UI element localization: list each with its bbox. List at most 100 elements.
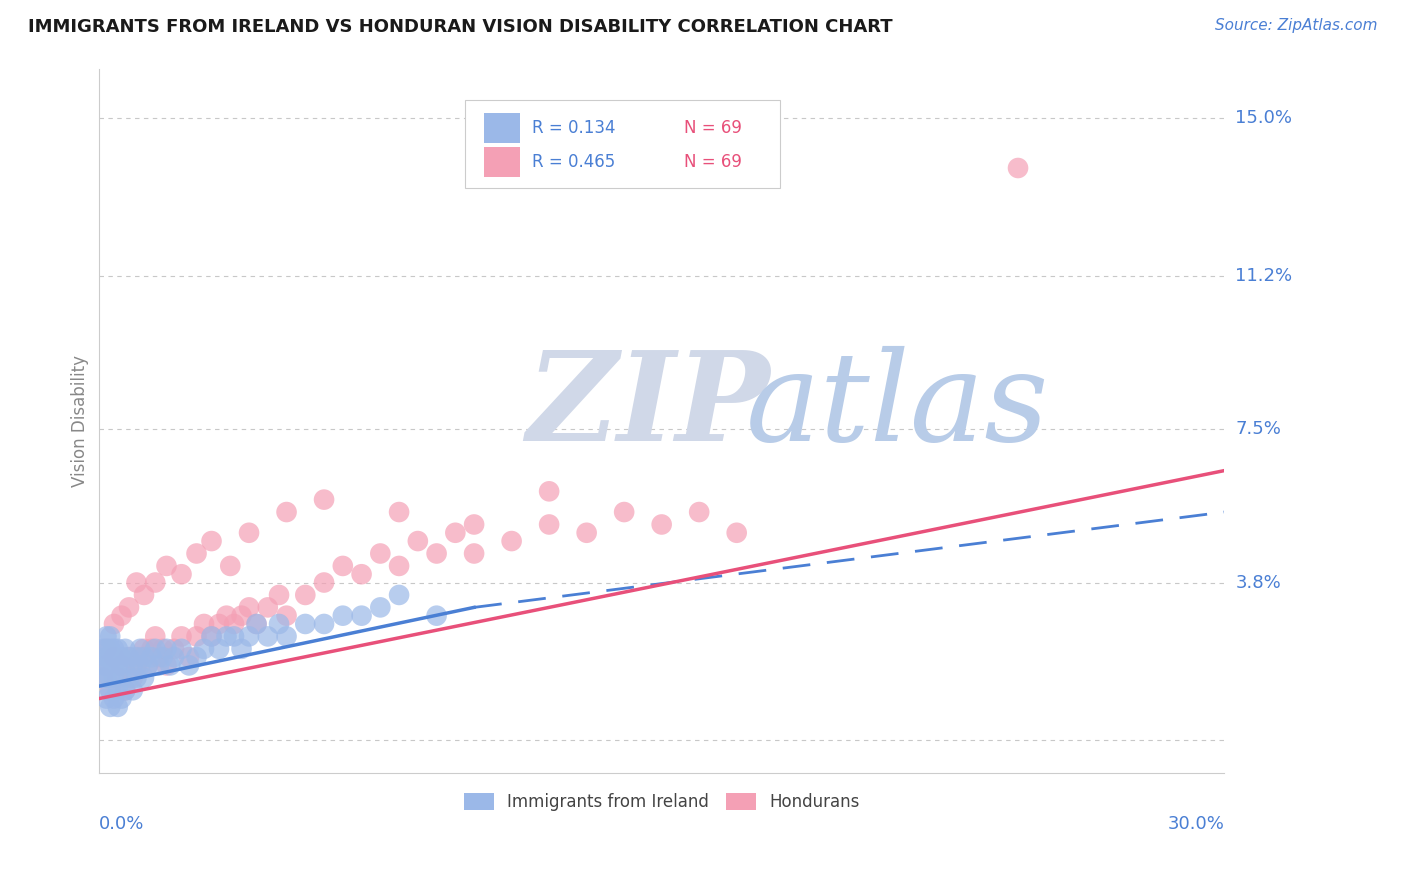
Point [118, 671, 141, 685]
Point [114, 683, 136, 698]
Point [107, 641, 129, 656]
Point [98, 683, 121, 698]
Point [312, 617, 335, 632]
Text: atlas: atlas [747, 346, 1049, 467]
Point [155, 641, 177, 656]
Point [163, 650, 186, 665]
Point [98, 671, 121, 685]
Point [538, 517, 561, 532]
Point [96, 641, 118, 656]
Point [170, 641, 193, 656]
Text: ZIP: ZIP [527, 346, 770, 467]
Point [121, 671, 143, 685]
FancyBboxPatch shape [484, 147, 520, 177]
Legend: Immigrants from Ireland, Hondurans: Immigrants from Ireland, Hondurans [457, 786, 866, 818]
Point [121, 683, 143, 698]
Text: R = 0.134: R = 0.134 [533, 119, 616, 137]
Point [463, 547, 485, 561]
Point [114, 641, 136, 656]
Point [170, 629, 193, 643]
Point [98, 641, 121, 656]
Point [98, 658, 121, 673]
Point [444, 525, 467, 540]
Point [96, 650, 118, 665]
Point [215, 629, 238, 643]
Point [222, 629, 245, 643]
Point [103, 641, 125, 656]
Point [245, 617, 267, 632]
Point [114, 683, 136, 698]
Point [1007, 161, 1029, 175]
Point [200, 629, 222, 643]
Point [96, 629, 118, 643]
Point [215, 608, 238, 623]
Point [114, 658, 136, 673]
Point [98, 683, 121, 698]
Point [132, 671, 155, 685]
Point [163, 641, 186, 656]
Point [118, 650, 141, 665]
Point [143, 641, 166, 656]
Point [200, 629, 222, 643]
Point [132, 650, 155, 665]
Point [231, 641, 253, 656]
Point [294, 588, 316, 602]
Point [98, 699, 121, 714]
Point [155, 658, 177, 673]
Text: 3.8%: 3.8% [1236, 574, 1281, 591]
Point [132, 641, 155, 656]
Point [276, 629, 298, 643]
Point [118, 650, 141, 665]
Point [267, 617, 290, 632]
Point [231, 608, 253, 623]
Point [125, 650, 148, 665]
Point [110, 658, 132, 673]
Point [91, 658, 114, 673]
Point [96, 641, 118, 656]
Point [125, 671, 148, 685]
Point [294, 617, 316, 632]
Point [256, 600, 278, 615]
Point [170, 567, 193, 582]
Point [276, 608, 298, 623]
Point [238, 629, 260, 643]
Point [125, 575, 148, 590]
Point [96, 658, 118, 673]
Text: IMMIGRANTS FROM IRELAND VS HONDURAN VISION DISABILITY CORRELATION CHART: IMMIGRANTS FROM IRELAND VS HONDURAN VISI… [28, 18, 893, 36]
Point [688, 505, 710, 519]
Point [350, 608, 373, 623]
Point [238, 600, 260, 615]
Point [136, 658, 159, 673]
Point [426, 608, 449, 623]
Point [107, 683, 129, 698]
Point [426, 547, 449, 561]
Point [267, 588, 290, 602]
Point [388, 558, 411, 573]
Point [276, 505, 298, 519]
Point [186, 629, 208, 643]
Text: 15.0%: 15.0% [1236, 109, 1292, 128]
Point [186, 650, 208, 665]
Point [110, 608, 132, 623]
Text: R = 0.465: R = 0.465 [533, 153, 616, 171]
Point [141, 650, 163, 665]
Point [152, 650, 174, 665]
Point [91, 641, 114, 656]
Point [96, 658, 118, 673]
Point [245, 617, 267, 632]
Point [110, 691, 132, 706]
Point [370, 547, 392, 561]
Point [538, 484, 561, 499]
Point [103, 617, 125, 632]
Point [91, 671, 114, 685]
Point [96, 671, 118, 685]
Point [238, 525, 260, 540]
Point [107, 658, 129, 673]
Point [177, 658, 200, 673]
Point [98, 650, 121, 665]
Point [132, 588, 155, 602]
Point [141, 641, 163, 656]
Text: 0.0%: 0.0% [98, 815, 145, 833]
Point [725, 525, 748, 540]
Point [136, 658, 159, 673]
